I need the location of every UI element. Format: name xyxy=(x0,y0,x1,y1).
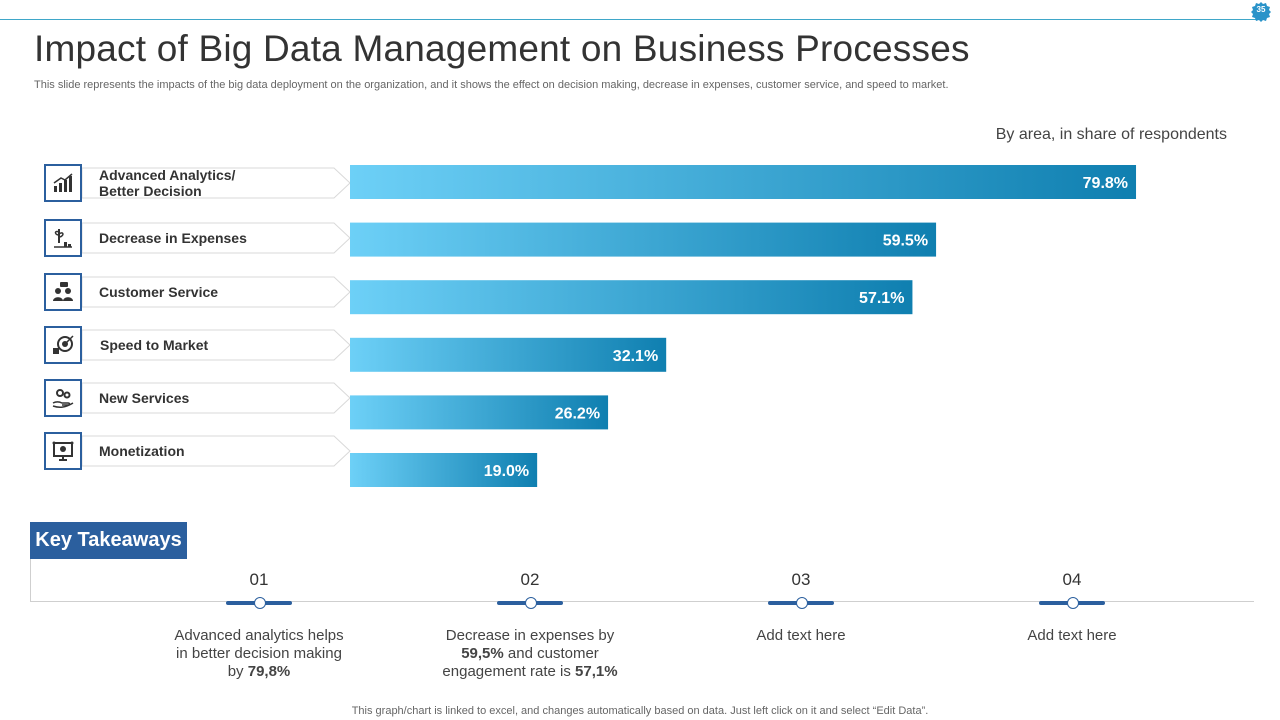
takeaway-item-04: 04 Add text here xyxy=(972,570,1172,645)
category-label: New Services xyxy=(99,390,190,406)
category-arrow-shape xyxy=(82,382,351,414)
takeaway-number: 04 xyxy=(1062,570,1082,589)
takeaway-text: Decrease in expenses by 59,5% and custom… xyxy=(442,627,618,680)
takeaway-item-03: 03 Add text here xyxy=(701,570,901,645)
bar-value-label: 59.5% xyxy=(883,233,928,250)
takeaway-text: Add text here xyxy=(1027,627,1117,644)
takeaway-item-02: 02 Decrease in expenses by 59,5% and cus… xyxy=(430,570,630,681)
bar-2 xyxy=(350,222,937,257)
bar-4 xyxy=(350,337,667,372)
monetization-screen-icon xyxy=(44,432,82,470)
category-arrow-shape xyxy=(82,167,351,199)
bar-value-label: 26.2% xyxy=(555,405,600,422)
takeaway-marker xyxy=(497,597,563,609)
chart-note: By area, in share of respondents xyxy=(995,126,1227,143)
category-label: Advanced Analytics/Better Decision xyxy=(99,167,236,199)
category-row-new-services: New Services xyxy=(44,379,351,417)
takeaway-number: 02 xyxy=(520,570,540,589)
category-arrow-shape xyxy=(82,435,351,467)
page-subtitle: This slide represents the impacts of the… xyxy=(34,79,949,91)
bar-value-label: 79.8% xyxy=(1083,175,1128,192)
category-arrow-shape xyxy=(82,276,351,308)
takeaway-number: 01 xyxy=(249,570,269,589)
footer-note: This graph/chart is linked to excel, and… xyxy=(351,705,929,717)
category-row-decrease-expenses: Decrease in Expenses xyxy=(44,219,351,257)
takeaway-text: Add text here xyxy=(756,627,846,644)
customer-service-icon xyxy=(44,273,82,311)
bar-1 xyxy=(350,165,1137,199)
takeaway-marker xyxy=(226,597,292,609)
category-arrow-shape xyxy=(82,329,351,361)
page-number: 35 xyxy=(1256,5,1266,14)
bar-value-label: 19.0% xyxy=(484,463,529,480)
top-rule xyxy=(0,19,1256,20)
category-row-customer-service: Customer Service xyxy=(44,273,351,311)
takeaway-number: 03 xyxy=(791,570,811,589)
page-number-badge: 35 xyxy=(1247,0,1275,22)
page-title: Impact of Big Data Management on Busines… xyxy=(34,28,970,69)
bar-3 xyxy=(350,280,913,315)
key-takeaways-heading: Key Takeaways xyxy=(30,522,187,559)
category-label: Monetization xyxy=(99,443,185,459)
takeaway-text: Advanced analytics helps in better decis… xyxy=(174,627,344,680)
category-label: Speed to Market xyxy=(100,337,209,353)
analytics-chart-icon xyxy=(44,164,82,202)
category-row-monetization: Monetization xyxy=(44,432,351,470)
takeaway-marker xyxy=(768,597,834,609)
gear-badge-icon xyxy=(1251,2,1271,22)
category-row-speed-to-market: Speed to Market xyxy=(44,326,351,364)
bar-value-label: 32.1% xyxy=(613,348,658,365)
category-arrow-shape xyxy=(82,222,351,254)
bar-6 xyxy=(350,453,538,487)
target-speed-icon xyxy=(44,326,82,364)
takeaways-frame-left xyxy=(30,559,31,602)
category-label: Customer Service xyxy=(99,284,219,300)
expense-decrease-icon xyxy=(44,219,82,257)
takeaway-item-01: 01 Advanced analytics helps in better de… xyxy=(159,570,359,681)
category-label: Decrease in Expenses xyxy=(99,230,247,246)
takeaway-marker xyxy=(1039,597,1105,609)
category-row-advanced-analytics: Advanced Analytics/Better Decision xyxy=(44,164,351,202)
gears-hand-icon xyxy=(44,379,82,417)
bar-value-label: 57.1% xyxy=(859,290,904,307)
takeaways-baseline xyxy=(30,601,1254,602)
bar-5 xyxy=(350,395,609,430)
